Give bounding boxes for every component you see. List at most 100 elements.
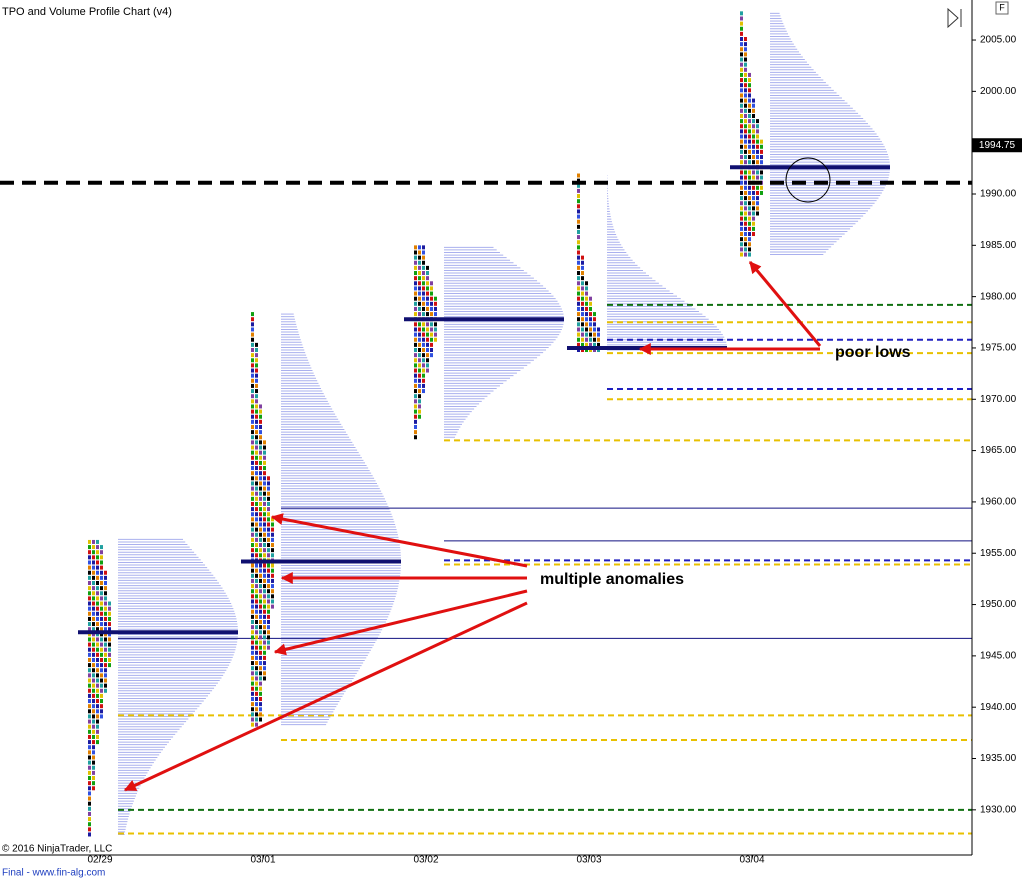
tpo-block: [418, 409, 421, 414]
tpo-block: [748, 103, 751, 108]
tpo-block: [251, 450, 254, 455]
tpo-block: [414, 260, 417, 265]
tpo-block: [263, 676, 266, 681]
tpo-block: [92, 539, 95, 544]
y-tick-label: 1945.00: [980, 651, 1017, 662]
button-label[interactable]: F: [999, 2, 1005, 12]
tpo-block: [418, 363, 421, 368]
tpo-block: [255, 486, 258, 491]
tpo-block: [92, 734, 95, 739]
tpo-block: [92, 622, 95, 627]
tpo-block: [251, 696, 254, 701]
tpo-block: [577, 219, 580, 224]
tpo-block: [259, 635, 262, 640]
tpo-block: [96, 699, 99, 704]
tpo-block: [255, 430, 258, 435]
tpo-block: [88, 647, 91, 652]
tpo-block: [585, 306, 588, 311]
tpo-block: [267, 594, 270, 599]
tpo-block: [259, 609, 262, 614]
tpo-block: [96, 729, 99, 734]
tpo-block: [100, 575, 103, 580]
tpo-block: [418, 348, 421, 353]
tpo-block: [92, 704, 95, 709]
tpo-block: [597, 342, 600, 347]
tpo-block: [744, 190, 747, 195]
tpo-block: [593, 312, 596, 317]
tpo-block: [259, 501, 262, 506]
x-tick-label: 03/04: [739, 855, 764, 866]
tpo-block: [251, 666, 254, 671]
tpo-block: [251, 389, 254, 394]
tpo-block: [259, 625, 262, 630]
tpo-block: [251, 614, 254, 619]
tpo-block: [100, 596, 103, 601]
tpo-block: [752, 160, 755, 165]
tpo-block: [271, 522, 274, 527]
tpo-block: [92, 570, 95, 575]
tpo-block: [263, 537, 266, 542]
tpo-block: [88, 811, 91, 816]
tpo-block: [422, 260, 425, 265]
tpo-block: [96, 586, 99, 591]
tpo-block: [422, 327, 425, 332]
tpo-block: [430, 286, 433, 291]
tpo-block: [263, 584, 266, 589]
tpo-block: [756, 190, 759, 195]
tpo-block: [756, 196, 759, 201]
tpo-block: [418, 399, 421, 404]
tpo-block: [104, 606, 107, 611]
scroll-end-icon[interactable]: [947, 7, 962, 29]
tpo-block: [251, 548, 254, 553]
tpo-block: [251, 481, 254, 486]
tpo-block: [748, 226, 751, 231]
tpo-block: [267, 589, 270, 594]
tpo-block: [414, 435, 417, 440]
tpo-block: [418, 276, 421, 281]
x-tick-label: 03/01: [250, 855, 275, 866]
tpo-block: [92, 555, 95, 560]
tpo-block: [577, 301, 580, 306]
tpo-block: [96, 637, 99, 642]
tpo-block: [96, 606, 99, 611]
tpo-block: [577, 199, 580, 204]
tpo-block: [748, 139, 751, 144]
tpo-block: [104, 642, 107, 647]
tpo-block: [418, 296, 421, 301]
tpo-block: [430, 322, 433, 327]
tpo-block: [100, 652, 103, 657]
tpo-block: [88, 776, 91, 781]
tpo-block: [748, 83, 751, 88]
tpo-block: [418, 373, 421, 378]
tpo-block: [577, 224, 580, 229]
tpo-block: [267, 548, 270, 553]
tpo-block: [426, 327, 429, 332]
tpo-block: [422, 353, 425, 358]
tpo-block: [752, 216, 755, 221]
tpo-block: [96, 704, 99, 709]
tpo-block: [255, 696, 258, 701]
tpo-block: [267, 563, 270, 568]
tpo-block: [267, 640, 270, 645]
tpo-block: [577, 178, 580, 183]
tpo-block: [263, 527, 266, 532]
tpo-block: [255, 589, 258, 594]
tpo-block: [752, 124, 755, 129]
tpo-block: [259, 650, 262, 655]
tpo-block: [422, 383, 425, 388]
tpo-block: [414, 424, 417, 429]
button[interactable]: [995, 1, 1009, 15]
tpo-block: [744, 88, 747, 93]
tpo-block: [748, 252, 751, 257]
tpo-block: [267, 645, 270, 650]
tpo-block: [581, 337, 584, 342]
tpo-block: [263, 501, 266, 506]
tpo-block: [593, 342, 596, 347]
tpo-block: [263, 630, 266, 635]
tpo-block: [422, 378, 425, 383]
y-tick-label: 1990.00: [980, 189, 1017, 200]
tpo-block: [756, 129, 759, 134]
tpo-block: [593, 317, 596, 322]
tpo-block: [414, 255, 417, 260]
tpo-block: [418, 291, 421, 296]
